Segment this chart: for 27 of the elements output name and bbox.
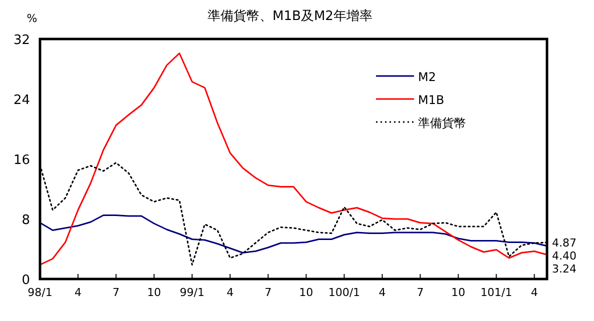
x-tick-label: 101/1	[480, 286, 512, 299]
chart-title: 準備貨幣、M1B及M2年增率	[208, 8, 372, 24]
x-tick-label: 7	[112, 286, 120, 299]
x-tick-label: 98/1	[28, 286, 52, 299]
y-axis-title: %	[26, 12, 38, 25]
legend-label: M1B	[418, 93, 444, 107]
x-tick-label: 99/1	[180, 286, 204, 299]
legend-label: M2	[418, 70, 436, 84]
x-tick-label: 7	[416, 286, 424, 299]
x-tick-label: 4	[530, 286, 538, 299]
data-label: 4.40	[552, 249, 576, 262]
x-tick-label: 10	[299, 286, 314, 299]
y-tick-label: 8	[22, 213, 30, 228]
y-tick-label: 16	[13, 153, 30, 168]
data-label: 4.87	[552, 236, 576, 250]
x-tick-label: 100/1	[328, 286, 360, 299]
x-tick-label: 10	[147, 286, 162, 299]
y-tick-label: 0	[22, 273, 30, 288]
y-tick-label: 32	[13, 33, 30, 48]
x-tick-label: 4	[74, 286, 82, 299]
legend-label: 準備貨幣	[418, 116, 466, 130]
x-tick-label: 7	[264, 286, 272, 299]
y-tick-label: 24	[13, 93, 30, 108]
data-label: 3.24	[552, 262, 576, 276]
x-tick-label: 4	[226, 286, 234, 299]
x-tick-label: 10	[451, 286, 466, 299]
x-tick-label: 4	[378, 286, 386, 299]
